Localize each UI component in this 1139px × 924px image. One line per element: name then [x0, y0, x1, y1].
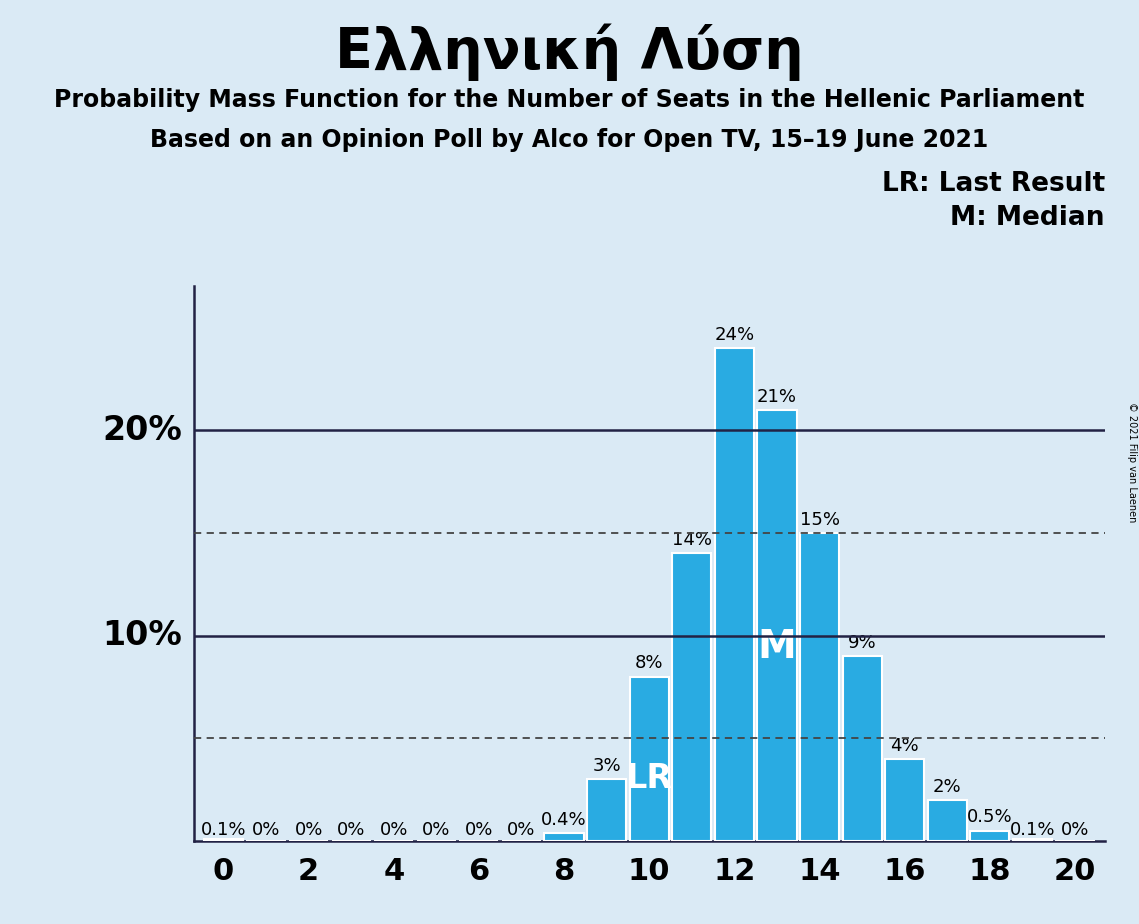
Text: 0%: 0% [252, 821, 280, 839]
Bar [204, 839, 243, 841]
Text: 0%: 0% [423, 821, 451, 839]
Text: 0%: 0% [294, 821, 322, 839]
Text: 24%: 24% [714, 326, 754, 344]
Text: 4%: 4% [891, 736, 919, 755]
Bar [970, 831, 1009, 841]
Bar [544, 833, 583, 841]
Text: 0%: 0% [379, 821, 408, 839]
Bar [800, 533, 839, 841]
Text: 0.5%: 0.5% [967, 808, 1013, 826]
Text: 21%: 21% [757, 387, 797, 406]
Text: 0%: 0% [337, 821, 366, 839]
Text: 0%: 0% [507, 821, 535, 839]
Text: 0.1%: 0.1% [200, 821, 246, 839]
Bar [927, 800, 967, 841]
Text: 8%: 8% [634, 654, 664, 673]
Text: 3%: 3% [592, 757, 621, 775]
Text: 20%: 20% [103, 414, 182, 446]
Text: Ελληνική Λύση: Ελληνική Λύση [335, 23, 804, 80]
Text: 0%: 0% [465, 821, 493, 839]
Text: 0%: 0% [1060, 821, 1089, 839]
Text: LR: LR [625, 762, 673, 795]
Text: Probability Mass Function for the Number of Seats in the Hellenic Parliament: Probability Mass Function for the Number… [55, 88, 1084, 112]
Bar [587, 779, 626, 841]
Text: 15%: 15% [800, 511, 839, 529]
Text: LR: Last Result: LR: Last Result [882, 171, 1105, 197]
Bar [672, 553, 712, 841]
Bar [630, 676, 669, 841]
Bar [715, 348, 754, 841]
Bar [757, 409, 796, 841]
Text: 14%: 14% [672, 531, 712, 549]
Text: 0.1%: 0.1% [1009, 821, 1055, 839]
Text: M: M [757, 627, 796, 666]
Bar [885, 759, 924, 841]
Bar [843, 656, 882, 841]
Bar [1013, 839, 1052, 841]
Text: 10%: 10% [103, 619, 182, 652]
Text: 2%: 2% [933, 778, 961, 796]
Text: Based on an Opinion Poll by Alco for Open TV, 15–19 June 2021: Based on an Opinion Poll by Alco for Ope… [150, 128, 989, 152]
Text: M: Median: M: Median [950, 205, 1105, 231]
Text: 9%: 9% [847, 634, 876, 652]
Text: © 2021 Filip van Laenen: © 2021 Filip van Laenen [1126, 402, 1137, 522]
Text: 0.4%: 0.4% [541, 810, 587, 829]
